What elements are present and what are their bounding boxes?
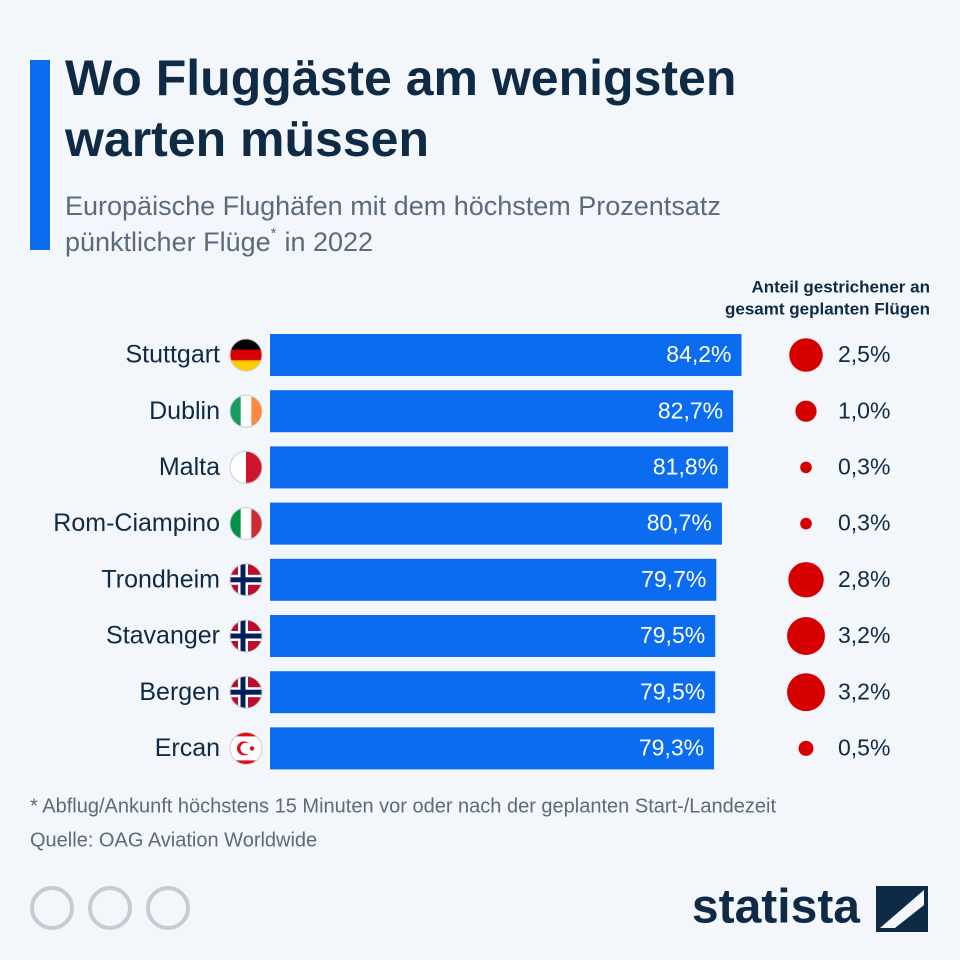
flag-part — [230, 633, 262, 639]
flag-border — [229, 675, 263, 709]
value-label: 84,2% — [666, 341, 731, 367]
flag-border — [229, 619, 263, 653]
flag-part — [230, 689, 262, 695]
flag-part — [240, 395, 252, 428]
category-label: Bergen — [139, 678, 220, 706]
flag — [230, 451, 262, 484]
category-label: Ercan — [155, 734, 220, 762]
bar — [270, 446, 729, 489]
flag-border — [229, 394, 263, 428]
bubble — [787, 617, 825, 655]
value-label: 79,7% — [641, 566, 706, 592]
bar — [270, 502, 722, 545]
flag-part — [230, 360, 262, 371]
flag — [230, 676, 262, 709]
bubble-label: 3,2% — [838, 622, 890, 648]
flag — [230, 339, 262, 371]
value-label: 82,7% — [658, 397, 723, 423]
category-label: Stuttgart — [126, 341, 221, 369]
bubble-label: 1,0% — [838, 397, 890, 423]
subtitle: pünktlicher Flüge* in 2022 — [65, 225, 373, 257]
value-label: 80,7% — [647, 510, 712, 536]
flag-part — [240, 676, 246, 709]
brand: statista — [692, 881, 860, 934]
flag-part — [251, 395, 262, 428]
bar — [270, 671, 716, 714]
flag-part — [230, 760, 262, 765]
title: Wo Fluggäste am wenigsten — [65, 50, 736, 106]
flag-part — [246, 451, 262, 484]
bubble-header: gesamt geplanten Flügen — [725, 299, 930, 318]
title: warten müssen — [64, 111, 429, 167]
flag-part — [230, 732, 262, 737]
flag-part — [230, 451, 247, 484]
flag-part — [230, 507, 242, 540]
flag-part — [240, 563, 246, 596]
flag-part — [230, 349, 262, 361]
flag-border — [229, 563, 263, 597]
bubble — [787, 673, 825, 712]
brand-logo — [880, 890, 924, 928]
bar — [270, 558, 717, 601]
bubble-label: 2,8% — [838, 566, 890, 592]
flag-border — [229, 507, 263, 541]
flag-part — [249, 746, 255, 751]
bubble-label: 3,2% — [838, 678, 890, 704]
bubble-label: 0,3% — [838, 510, 890, 536]
bar — [270, 390, 734, 433]
flag-part — [240, 507, 252, 540]
flag-border — [229, 338, 263, 372]
subtitle: in 2022 — [284, 227, 373, 257]
bubble — [795, 400, 817, 422]
title-accent — [30, 60, 50, 250]
flag-border — [229, 450, 263, 484]
subtitle: Europäische Flughäfen mit dem höchstem P… — [65, 191, 721, 221]
category-label: Stavanger — [106, 622, 220, 650]
bubble-label: 2,5% — [838, 341, 890, 367]
subtitle-mark: * — [271, 225, 277, 242]
bubble — [789, 338, 823, 372]
bubble — [798, 740, 814, 756]
bubble — [788, 562, 824, 598]
flag-part — [240, 620, 246, 652]
bubble — [800, 517, 812, 530]
flag — [230, 732, 262, 765]
footnote: * Abflug/Ankunft höchstens 15 Minuten vo… — [30, 795, 776, 817]
subtitle: pünktlicher Flüge — [65, 227, 271, 257]
value-label: 79,5% — [640, 678, 705, 704]
value-label: 79,3% — [639, 734, 704, 760]
flag-border — [229, 731, 263, 765]
flag-part — [240, 742, 252, 755]
flag-part — [230, 339, 262, 351]
bar — [270, 334, 742, 376]
value-label: 79,5% — [640, 622, 705, 648]
value-label: 81,8% — [653, 453, 718, 479]
flag-part — [230, 577, 262, 583]
flag — [230, 395, 262, 428]
category-label: Trondheim — [101, 565, 220, 593]
bubble-label: 0,5% — [838, 734, 890, 760]
flag — [230, 563, 262, 596]
category-label: Rom-Ciampino — [53, 509, 220, 537]
source: Quelle: OAG Aviation Worldwide — [30, 829, 317, 851]
category-label: Malta — [159, 453, 220, 481]
flag — [230, 620, 262, 652]
flag — [230, 507, 262, 540]
bubble-header: Anteil gestrichener an — [751, 277, 930, 296]
bubble-label: 0,3% — [838, 453, 890, 479]
bar — [270, 727, 715, 770]
flag-part — [230, 395, 242, 428]
flag-part — [251, 507, 262, 540]
category-label: Dublin — [149, 397, 220, 425]
bar — [270, 615, 716, 657]
bubble — [800, 461, 812, 474]
license-icons — [30, 886, 190, 930]
